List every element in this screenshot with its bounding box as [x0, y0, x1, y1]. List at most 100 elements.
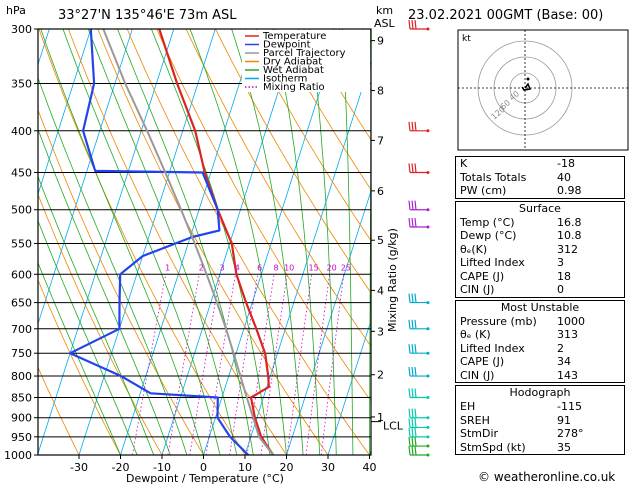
index-value: 40: [557, 170, 571, 184]
mixing-ratio-line: [320, 274, 345, 455]
mixing-ratio-line: [260, 274, 288, 455]
isotherm-line: [38, 29, 92, 196]
pressure-tick-label: 550: [11, 237, 32, 250]
km-tick-label: 1: [377, 411, 384, 424]
index-row: K -18: [456, 157, 624, 171]
isotherm-line: [203, 29, 341, 455]
mixing-ratio-axis-label: Mixing Ratio (g/kg): [386, 228, 399, 332]
hodograph-row: EH -115: [456, 400, 624, 414]
hpa-label: hPa: [6, 4, 26, 17]
most-unstable-box: Most Unstable Pressure (mb) 1000 θₑ (K) 313…: [455, 299, 625, 383]
index-label: Totals Totals: [460, 170, 527, 184]
pressure-tick-label: 650: [11, 297, 32, 310]
hodograph-label: StmSpd (kt): [460, 440, 526, 454]
mixing-ratio-line: [286, 274, 312, 455]
surface-row: Temp (°C) 16.8: [456, 216, 624, 230]
surface-label: θₑ(K): [460, 242, 488, 256]
mixing-ratio-label: 1: [165, 263, 170, 272]
pressure-tick-label: 850: [11, 391, 32, 404]
index-label: PW (cm): [460, 184, 507, 197]
mixing-ratio-label: 15: [309, 263, 319, 272]
surface-value: 3: [557, 256, 564, 269]
most-unstable-row: θₑ (K) 313: [456, 328, 624, 342]
km-tick-label: 6: [377, 185, 384, 198]
wind-barb: [408, 366, 430, 378]
hodograph-box: Hodograph EH -115 SREH 91 StmDir 278° StmSpd (…: [455, 385, 625, 455]
hodograph-label: EH: [460, 400, 476, 413]
x-axis-label: Dewpoint / Temperature (°C): [126, 472, 284, 485]
isotherm-line: [286, 189, 371, 455]
most-unstable-row: Pressure (mb) 1000: [456, 315, 624, 329]
wind-barb: [408, 388, 430, 399]
dry-adiabat: [38, 29, 246, 455]
pressure-tick-label: 350: [11, 78, 32, 91]
surface-value: 18: [557, 269, 571, 283]
index-label: K: [460, 157, 468, 170]
wind-barb: [408, 408, 430, 420]
dry-adiabat: [215, 29, 371, 294]
km-tick-label: 7: [377, 134, 384, 147]
hodograph-row: SREH 91: [456, 414, 624, 428]
index-value: -18: [557, 157, 575, 170]
mixing-ratio-label: 25: [341, 263, 351, 272]
wind-barb: [408, 217, 430, 229]
temperature-tick-label: 20: [280, 461, 294, 474]
datetime-label: 23.02.2021 00GMT (Base: 00): [408, 8, 604, 23]
temperature-tick-label: 40: [363, 461, 377, 474]
hodograph-value: 91: [557, 413, 571, 427]
km-tick-label: 5: [377, 234, 384, 247]
most-unstable-value: 34: [557, 355, 571, 368]
isotherm-line: [38, 29, 175, 455]
legend-entry: Mixing Ratio: [263, 82, 325, 93]
wind-barb: [408, 200, 430, 212]
hodograph-unit-label: kt: [462, 34, 471, 44]
mixing-ratio-label: 4: [235, 263, 240, 272]
isotherm-line: [78, 29, 216, 455]
mixing-ratio-line: [246, 274, 275, 455]
mixing-ratio-line: [305, 274, 330, 455]
hodograph-title: Hodograph: [509, 386, 571, 399]
surface-label: Lifted Index: [460, 256, 525, 269]
wind-barb: [408, 418, 430, 429]
legend-entry: Parcel Trajectory: [263, 48, 346, 59]
legend-entry: Isotherm: [263, 74, 307, 85]
km-tick-label: 4: [377, 284, 384, 297]
surface-label: Dewp (°C): [460, 229, 517, 242]
most-unstable-value: 1000: [557, 314, 585, 328]
wind-barb: [408, 344, 430, 355]
mixing-ratio-label: 2: [199, 263, 204, 272]
surface-box: Surface Temp (°C) 16.8 Dewp (°C) 10.8 θₑ(K) 3…: [455, 200, 625, 298]
pressure-tick-label: 600: [11, 268, 32, 281]
most-unstable-value: 313: [557, 328, 578, 341]
pressure-tick-label: 450: [11, 166, 32, 179]
legend-entry: Wet Adiabat: [263, 65, 324, 76]
index-row: PW (cm) 0.98: [456, 184, 624, 198]
surface-label: CIN (J): [460, 283, 495, 296]
surface-label: CAPE (J): [460, 269, 505, 283]
wind-barb: [408, 163, 430, 174]
wind-barb: [408, 427, 430, 439]
plot-frame: [37, 28, 372, 456]
wet-adiabat: [151, 29, 271, 455]
wind-barb: [408, 319, 430, 331]
surface-value: 10.8: [557, 229, 582, 242]
legend-entry: Dewpoint: [263, 40, 311, 51]
surface-label: Temp (°C): [460, 215, 515, 229]
pressure-tick-label: 300: [11, 23, 32, 36]
surface-value: 16.8: [557, 215, 582, 229]
dewpoint-line: [69, 29, 250, 455]
temperature-line: [158, 29, 275, 455]
hodograph-value: -115: [557, 400, 582, 413]
pressure-tick-label: 700: [11, 323, 32, 336]
dry-adiabat: [38, 366, 80, 455]
hodograph-row: StmSpd (kt) 35: [456, 441, 624, 455]
asl-label: ASL: [374, 17, 395, 30]
indices-panel: K -18 Totals Totals 40 PW (cm) 0.98 Surface T…: [455, 156, 625, 457]
index-value: 0.98: [557, 184, 582, 197]
temperature-tick-label: -20: [112, 461, 130, 474]
km-tick-label: 3: [377, 325, 384, 338]
hodograph-value: 278°: [557, 427, 584, 440]
